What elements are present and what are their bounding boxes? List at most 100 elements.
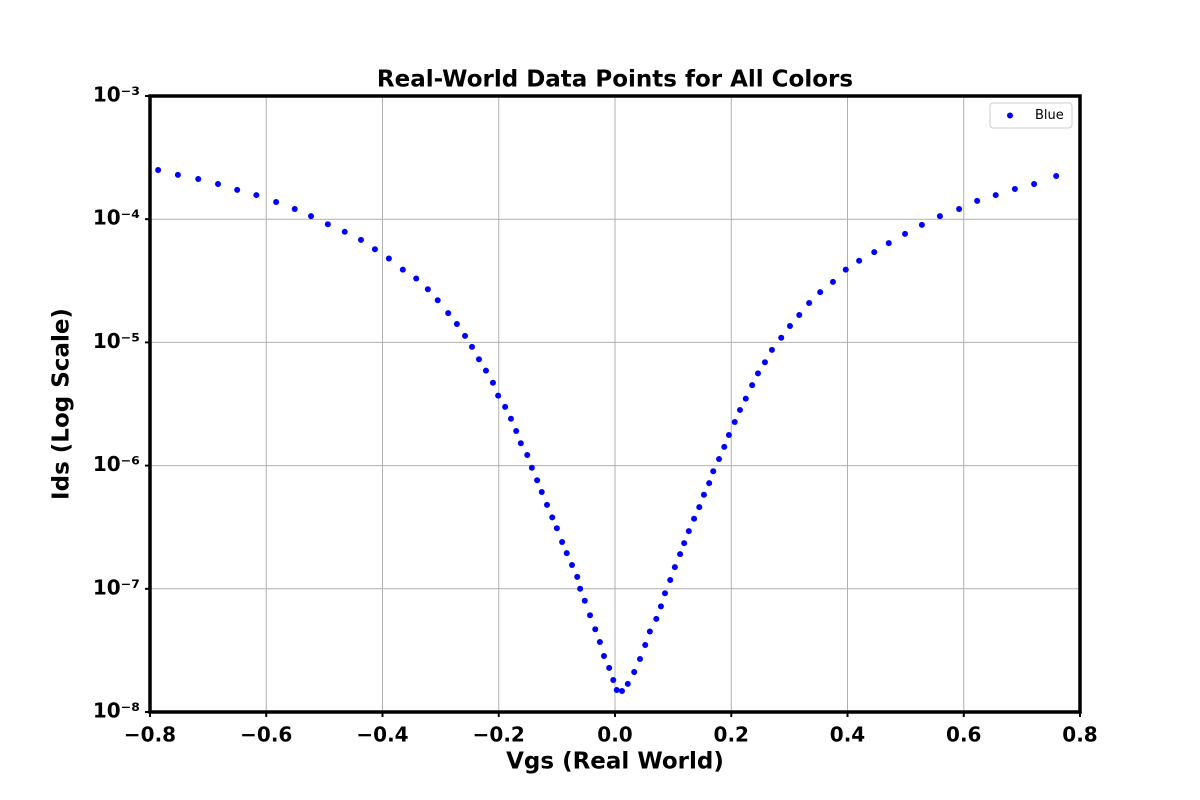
data-point	[1011, 185, 1018, 192]
data-point	[568, 562, 575, 569]
y-tick-label: 10⁻⁸	[93, 699, 140, 723]
y-tick-label: 10⁻⁵	[93, 329, 140, 353]
data-point	[768, 346, 775, 353]
data-point	[918, 221, 925, 228]
data-point	[371, 246, 378, 253]
data-point	[842, 266, 849, 273]
data-point	[642, 641, 649, 648]
data-point	[308, 213, 315, 220]
data-point	[613, 686, 620, 693]
data-point	[253, 192, 260, 199]
data-point	[524, 451, 531, 458]
data-point	[453, 321, 460, 328]
data-point	[618, 688, 625, 695]
legend: Blue	[989, 102, 1073, 129]
data-point	[871, 249, 878, 256]
data-point	[445, 310, 452, 317]
data-point	[974, 197, 981, 204]
data-point	[671, 564, 678, 571]
data-point	[600, 652, 607, 659]
y-tick-label: 10⁻⁷	[93, 575, 140, 599]
data-point	[517, 440, 524, 447]
data-point	[956, 206, 963, 213]
data-point	[341, 228, 348, 235]
y-axis-label: Ids (Log Scale)	[49, 308, 75, 500]
data-point	[653, 615, 660, 622]
x-tick-label: −0.4	[356, 723, 408, 747]
data-point	[731, 418, 738, 425]
data-point	[856, 257, 863, 264]
data-point	[742, 395, 749, 402]
data-point	[606, 664, 613, 671]
data-point	[528, 464, 535, 471]
data-point	[706, 480, 713, 487]
data-point	[610, 676, 617, 683]
data-point	[592, 626, 599, 633]
data-point	[786, 322, 793, 329]
x-tick-label: 0.6	[946, 723, 981, 747]
grid	[149, 95, 1081, 713]
ticks: −0.8 −0.6 −0.4 −0.2 0.0 0.2 0.4 0.6 0.8 10⁻⁸ 10⁻⁷ 1…	[93, 83, 1098, 747]
data-point	[462, 332, 469, 339]
data-point	[513, 427, 520, 434]
x-tick-label: 0.0	[597, 723, 632, 747]
data-point	[902, 230, 909, 237]
data-point	[725, 432, 732, 439]
data-point	[434, 297, 441, 304]
data-point	[413, 275, 420, 282]
data-point	[749, 382, 756, 389]
y-tick-label: 10⁻⁴	[93, 206, 140, 230]
data-point	[657, 603, 664, 610]
data-point	[587, 612, 594, 619]
data-point	[489, 379, 496, 386]
data-point	[424, 286, 431, 293]
data-point	[399, 266, 406, 273]
data-point	[716, 456, 723, 463]
data-point	[796, 311, 803, 318]
data-point	[661, 590, 668, 597]
data-point	[482, 367, 489, 374]
data-point	[829, 278, 836, 285]
data-point	[174, 171, 181, 178]
data-point	[273, 198, 280, 205]
legend-box	[989, 102, 1073, 129]
data-point	[507, 415, 514, 422]
data-point	[667, 576, 674, 583]
x-axis-label: Vgs (Real World)	[506, 749, 724, 775]
data-point	[624, 680, 631, 687]
data-point	[806, 299, 813, 306]
data-point	[596, 638, 603, 645]
data-point	[885, 240, 892, 247]
data-point	[291, 206, 298, 213]
data-point	[195, 175, 202, 182]
x-tick-label: 0.4	[830, 723, 865, 747]
data-point	[700, 491, 707, 498]
data-point	[754, 370, 761, 377]
data-point	[574, 573, 581, 580]
data-point	[646, 628, 653, 635]
data-point	[685, 528, 692, 535]
data-point	[721, 443, 728, 450]
data-point	[357, 236, 364, 243]
x-tick-label: 0.8	[1062, 723, 1097, 747]
data-point	[936, 213, 943, 220]
data-point	[538, 489, 545, 496]
data-point	[534, 477, 541, 484]
data-point	[761, 359, 768, 366]
y-tick-label: 10⁻⁶	[93, 452, 140, 476]
data-point	[631, 669, 638, 676]
data-point	[577, 585, 584, 592]
data-point	[502, 403, 509, 410]
data-point	[549, 514, 556, 521]
data-point	[636, 656, 643, 663]
data-point	[681, 540, 688, 547]
data-point	[553, 525, 560, 532]
data-point	[677, 551, 684, 558]
legend-label: Blue	[1035, 108, 1064, 123]
data-point	[691, 515, 698, 522]
x-tick-label: 0.2	[714, 723, 749, 747]
x-tick-label: −0.8	[124, 723, 176, 747]
data-point	[559, 538, 566, 545]
data-point	[469, 343, 476, 350]
